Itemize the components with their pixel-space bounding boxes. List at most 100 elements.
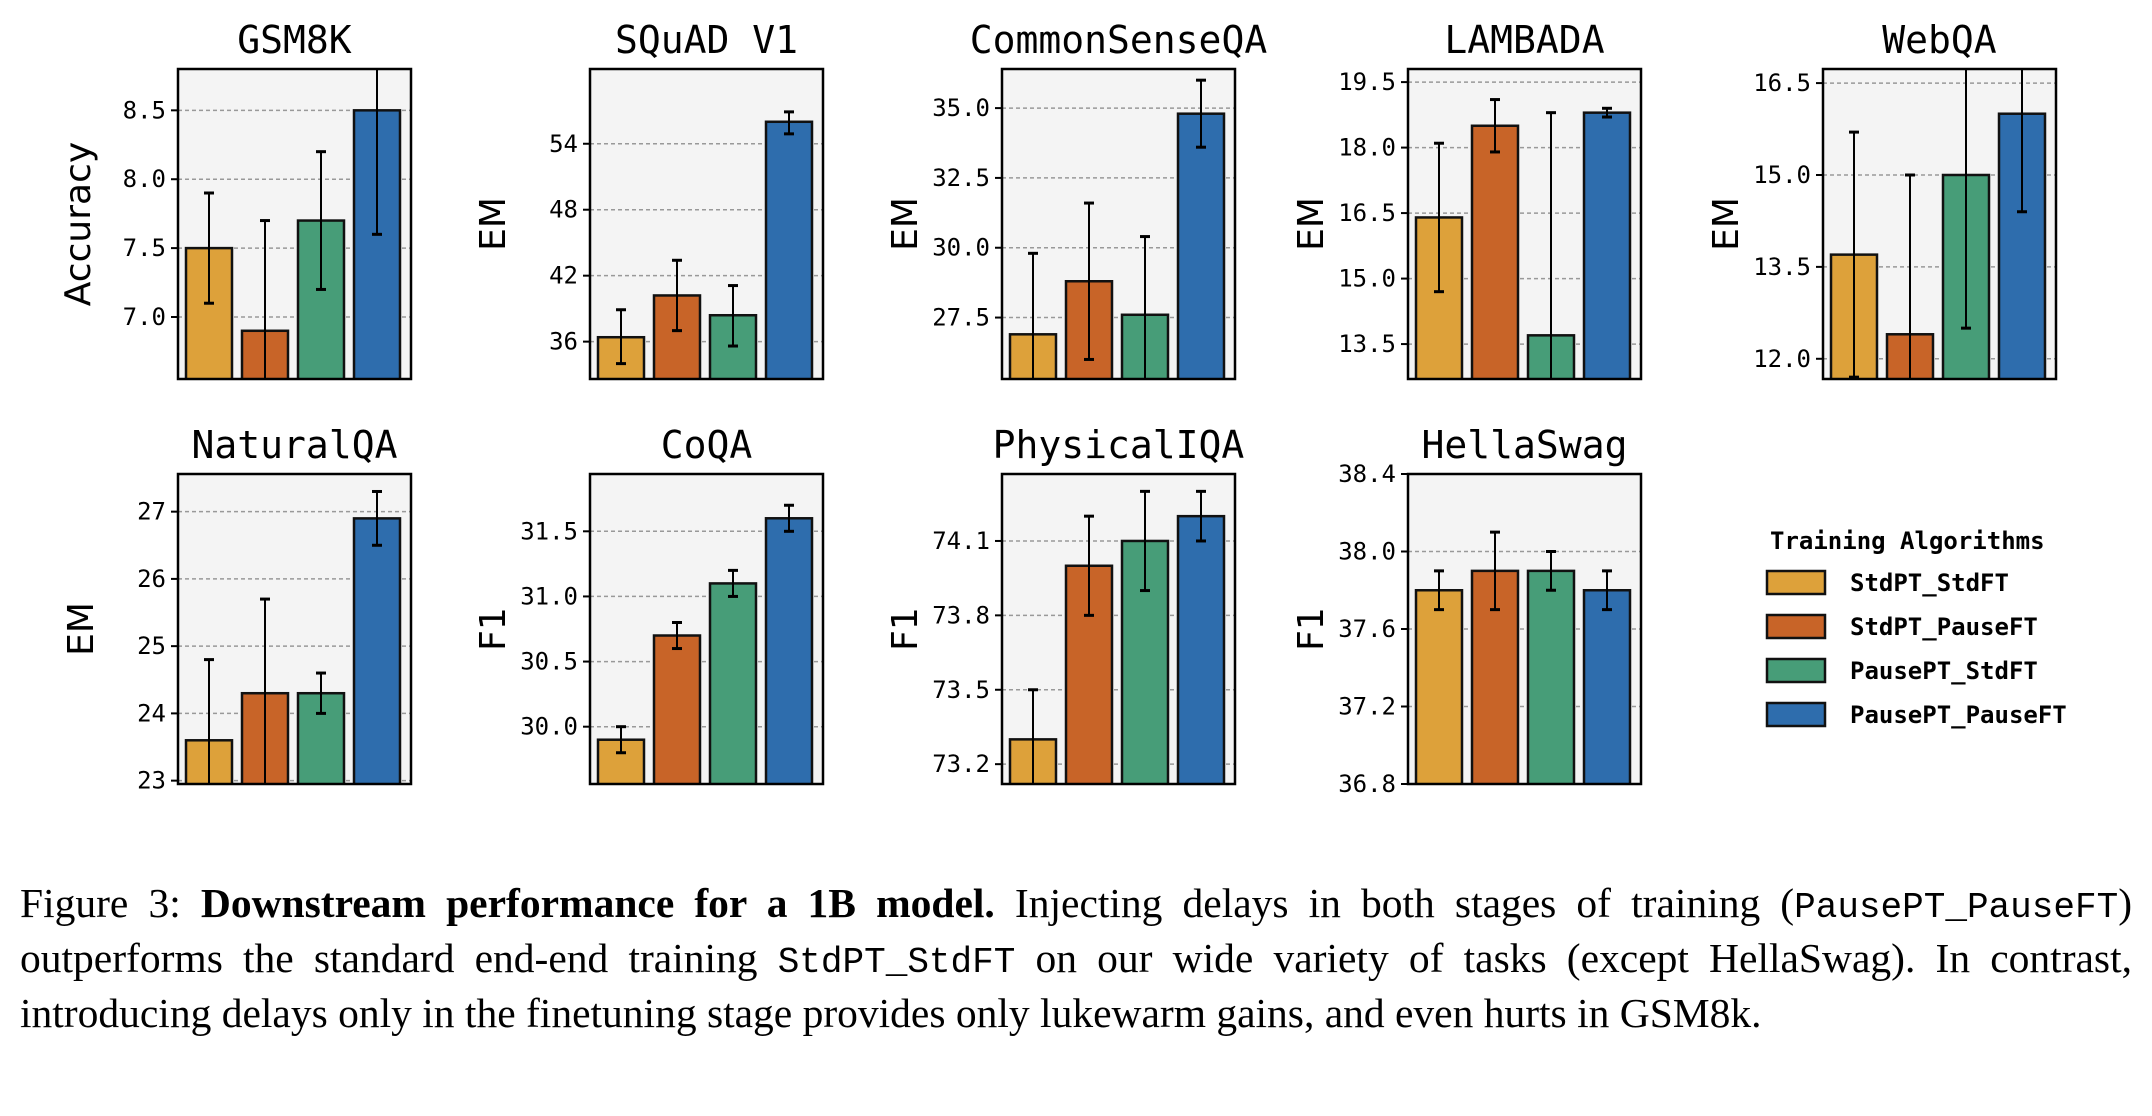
plot-frame bbox=[588, 67, 825, 381]
y-tick-label: 12.0 bbox=[1753, 345, 1811, 373]
bars-group bbox=[184, 69, 402, 379]
y-axis-label: EM bbox=[1291, 197, 1332, 251]
y-tick-label: 15.0 bbox=[1338, 265, 1396, 293]
y-tick-label: 15.0 bbox=[1753, 161, 1811, 189]
y-tick-label: 38.0 bbox=[1338, 538, 1396, 566]
y-tick-label: 24 bbox=[137, 699, 166, 727]
y-tick-label: 37.2 bbox=[1338, 693, 1396, 721]
y-axis-label: Accuracy bbox=[58, 142, 99, 306]
plot-frame bbox=[176, 67, 413, 381]
caption-code: StdPT_StdFT bbox=[777, 942, 1016, 983]
bars-group bbox=[1008, 78, 1226, 379]
panel-title: CommonSenseQA bbox=[970, 18, 1268, 62]
plot-frame bbox=[1000, 67, 1237, 381]
bar-pausept_pauseft bbox=[1582, 111, 1632, 379]
caption-code: PausePT_PauseFT bbox=[1794, 887, 2119, 928]
y-tick-label: 73.5 bbox=[932, 676, 990, 704]
y-tick-label: 36 bbox=[549, 328, 578, 356]
figure-panels: 7.0 7.5 8.0 8.5 GSM8K Accuracy 36 42 48 54 SQuAD V… bbox=[58, 18, 2067, 798]
y-tick-label: 18.0 bbox=[1338, 134, 1396, 162]
legend-swatch bbox=[1765, 613, 1827, 640]
plot-frame bbox=[1406, 472, 1643, 786]
figure-caption: Figure 3: Downstream performance for a 1… bbox=[20, 878, 2132, 1038]
panel-lambada: 13.5 15.0 16.5 18.0 19.5 LAMBADA EM bbox=[1291, 18, 1643, 381]
y-tick-label: 27.5 bbox=[932, 304, 990, 332]
bar-pausept_pauseft bbox=[1176, 112, 1226, 379]
panel-physicaliqa: 73.2 73.5 73.8 74.1 PhysicalIQA F1 bbox=[885, 423, 1245, 786]
y-tick-label: 48 bbox=[549, 196, 578, 224]
y-tick-label: 23 bbox=[137, 767, 166, 795]
y-tick-label: 30.0 bbox=[932, 234, 990, 262]
legend-swatch bbox=[1765, 569, 1827, 596]
panel-coqa: 30.0 30.5 31.0 31.5 CoQA F1 bbox=[473, 423, 825, 786]
legend-swatch bbox=[1765, 701, 1827, 728]
caption-bold: Downstream performance for a 1B model. bbox=[200, 880, 995, 926]
panel-title: HellaSwag bbox=[1422, 423, 1628, 467]
bars-group bbox=[596, 503, 814, 784]
y-tick-label: 8.5 bbox=[123, 96, 166, 124]
panel-title: SQuAD V1 bbox=[615, 18, 798, 62]
panel-title: WebQA bbox=[1882, 18, 1997, 62]
legend: Training Algorithms StdPT_StdFT StdPT_Paus… bbox=[1765, 527, 2067, 729]
panel-commonsenseqa: 27.5 30.0 32.5 35.0 CommonSenseQA EM bbox=[885, 18, 1268, 381]
bars-group bbox=[596, 110, 814, 379]
plot-frame bbox=[1406, 67, 1643, 381]
y-tick-label: 35.0 bbox=[932, 94, 990, 122]
y-tick-label: 74.1 bbox=[932, 527, 990, 555]
y-tick-label: 31.0 bbox=[520, 582, 578, 610]
bar-pausept_stdft bbox=[708, 582, 758, 784]
y-tick-label: 13.5 bbox=[1338, 330, 1396, 358]
bars-group bbox=[1008, 489, 1226, 784]
y-axis-label: EM bbox=[61, 602, 102, 656]
y-tick-label: 42 bbox=[549, 262, 578, 290]
bar-pausept_pauseft bbox=[764, 120, 814, 379]
panel-naturalqa: 23 24 25 26 27 NaturalQA EM bbox=[61, 423, 413, 795]
y-tick-label: 73.2 bbox=[932, 750, 990, 778]
caption-text: on our wide variety of tasks (except Hel… bbox=[20, 935, 2132, 1036]
y-tick-label: 30.5 bbox=[520, 648, 578, 676]
y-tick-label: 19.5 bbox=[1338, 68, 1396, 96]
caption-label: Figure 3: bbox=[20, 880, 181, 926]
y-tick-label: 25 bbox=[137, 632, 166, 660]
y-tick-label: 16.5 bbox=[1753, 69, 1811, 97]
y-tick-label: 32.5 bbox=[932, 164, 990, 192]
y-tick-label: 13.5 bbox=[1753, 253, 1811, 281]
bars-group bbox=[1414, 98, 1632, 379]
panel-squad-v1: 36 42 48 54 SQuAD V1 EM bbox=[473, 18, 825, 381]
panel-title: LAMBADA bbox=[1444, 18, 1604, 62]
caption-text: Injecting delays in both stages of train… bbox=[1014, 880, 1795, 926]
y-axis-label: EM bbox=[1706, 197, 1747, 251]
y-tick-label: 8.0 bbox=[123, 165, 166, 193]
y-tick-label: 73.8 bbox=[932, 601, 990, 629]
panel-title: PhysicalIQA bbox=[993, 423, 1245, 467]
y-tick-label: 26 bbox=[137, 565, 166, 593]
bar-pausept_pauseft bbox=[1176, 514, 1226, 784]
bar-pausept_pauseft bbox=[764, 517, 814, 784]
y-tick-label: 7.5 bbox=[123, 234, 166, 262]
panel-webqa: 12.0 13.5 15.0 16.5 WebQA EM bbox=[1706, 18, 2058, 381]
panel-title: NaturalQA bbox=[192, 423, 398, 467]
y-tick-label: 36.8 bbox=[1338, 770, 1396, 798]
panel-title: CoQA bbox=[661, 423, 753, 467]
caption-text: ) outperforms the standard end-end train… bbox=[20, 880, 2133, 981]
y-tick-label: 31.5 bbox=[520, 517, 578, 545]
y-tick-label: 54 bbox=[549, 130, 578, 158]
y-tick-label: 30.0 bbox=[520, 713, 578, 741]
bars-group bbox=[184, 489, 402, 784]
legend-label: StdPT_PauseFT bbox=[1850, 613, 2038, 641]
panel-title: GSM8K bbox=[237, 18, 352, 62]
legend-swatch bbox=[1765, 657, 1827, 684]
legend-label: PausePT_PauseFT bbox=[1850, 701, 2067, 729]
y-tick-label: 27 bbox=[137, 498, 166, 526]
panel-hellaswag: 36.8 37.2 37.6 38.0 38.4 HellaSwag F1 bbox=[1291, 423, 1643, 798]
plot-frame bbox=[588, 472, 825, 786]
plot-frame bbox=[176, 472, 413, 786]
y-axis-label: F1 bbox=[473, 607, 514, 651]
bar-pausept_pauseft bbox=[352, 517, 402, 784]
y-axis-label: F1 bbox=[1291, 607, 1332, 651]
bar-stdpt_pauseft bbox=[652, 634, 702, 784]
bars-group bbox=[1414, 530, 1632, 784]
bars-group bbox=[1829, 69, 2047, 379]
legend-label: PausePT_StdFT bbox=[1850, 657, 2038, 685]
y-axis-label: EM bbox=[885, 197, 926, 251]
